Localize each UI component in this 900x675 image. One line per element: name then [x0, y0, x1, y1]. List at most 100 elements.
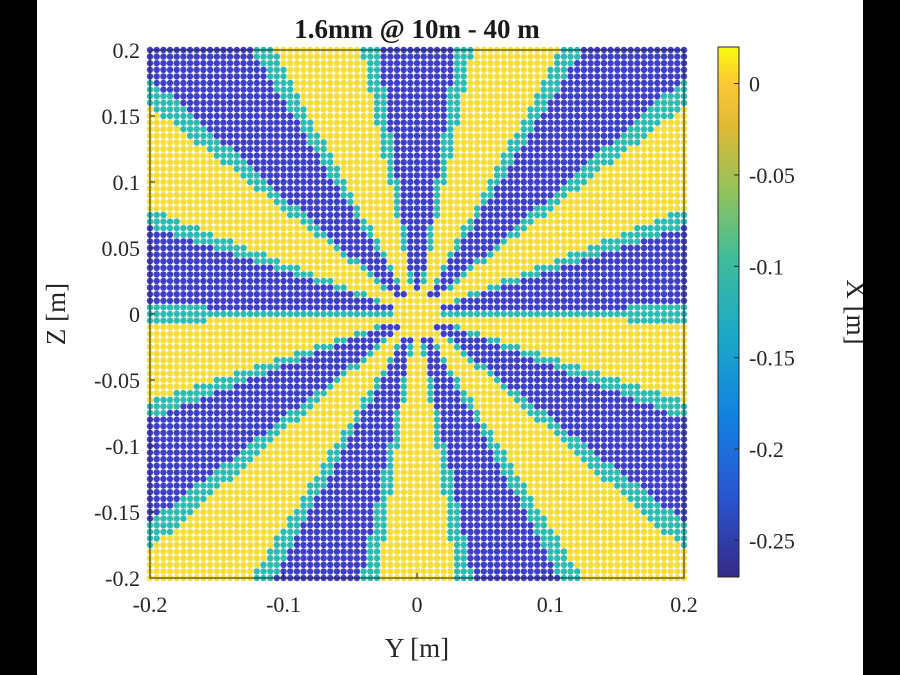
data-point [287, 390, 294, 397]
data-point [413, 403, 421, 410]
data-point [407, 555, 414, 562]
data-point [660, 258, 668, 265]
data-point [327, 508, 334, 516]
data-point [667, 185, 674, 192]
data-point [166, 469, 174, 476]
data-point [260, 178, 267, 186]
data-point [353, 363, 361, 370]
data-point [554, 264, 561, 271]
data-point [467, 462, 474, 469]
data-point [640, 205, 648, 212]
data-point [173, 462, 180, 469]
data-point [193, 291, 200, 298]
data-point [233, 462, 240, 469]
data-point [447, 198, 454, 205]
data-point [480, 462, 487, 469]
data-point [420, 337, 427, 344]
data-point [513, 522, 521, 529]
data-point [660, 370, 668, 377]
data-point [620, 258, 628, 265]
data-point [280, 416, 287, 423]
data-point [320, 469, 327, 476]
data-point [287, 343, 294, 351]
data-point [153, 284, 160, 291]
data-point [554, 310, 561, 318]
data-point [287, 469, 294, 476]
data-point [640, 225, 648, 232]
data-point [233, 310, 240, 318]
data-point [347, 271, 354, 278]
data-point [520, 357, 527, 364]
data-point [180, 337, 187, 344]
data-point [246, 258, 254, 265]
data-point [320, 185, 327, 192]
data-point [360, 238, 367, 245]
data-point [520, 251, 527, 258]
data-point [433, 409, 441, 417]
data-point [267, 218, 274, 225]
data-point [260, 343, 267, 351]
data-point [347, 172, 354, 179]
data-point [280, 409, 287, 417]
data-point [186, 423, 194, 430]
data-point [620, 541, 628, 549]
data-point [260, 456, 267, 463]
data-point [460, 251, 467, 258]
data-point [620, 429, 628, 436]
data-point [380, 284, 387, 291]
data-point [513, 429, 521, 436]
data-point [433, 390, 441, 397]
data-point [567, 489, 574, 496]
data-point [200, 178, 207, 186]
data-point [554, 489, 561, 496]
data-point [587, 251, 594, 258]
data-point [674, 469, 681, 476]
data-point [186, 178, 194, 186]
data-point [674, 178, 681, 186]
data-point [353, 225, 361, 232]
data-point [447, 284, 454, 291]
data-point [567, 337, 574, 344]
data-point [267, 475, 274, 483]
data-point [560, 515, 568, 522]
data-point [433, 495, 441, 502]
data-point [287, 225, 294, 232]
data-point [654, 218, 661, 225]
data-point [280, 198, 287, 205]
data-point [520, 363, 527, 370]
data-point [246, 568, 254, 575]
data-point [373, 475, 381, 483]
data-point [427, 376, 434, 384]
data-point [473, 423, 481, 430]
data-point [487, 456, 494, 463]
data-point [300, 548, 307, 555]
data-point [173, 429, 180, 436]
data-point [347, 429, 354, 436]
data-point [333, 238, 341, 245]
data-point [166, 535, 174, 542]
data-point [246, 528, 254, 535]
data-point [253, 304, 260, 311]
data-point [226, 231, 234, 238]
data-point [493, 442, 501, 450]
data-point [627, 436, 634, 443]
data-point [640, 264, 648, 271]
data-point [580, 462, 588, 469]
data-point [260, 238, 267, 245]
data-point [574, 429, 581, 436]
data-point [574, 475, 581, 483]
data-point [614, 185, 621, 192]
data-point [233, 205, 240, 212]
data-point [660, 238, 668, 245]
data-point [513, 238, 521, 245]
data-point [433, 205, 441, 212]
data-point [574, 297, 581, 304]
data-point [447, 390, 454, 397]
data-point [500, 363, 507, 370]
data-point [307, 416, 314, 423]
data-point [287, 482, 294, 489]
data-point [313, 475, 321, 483]
data-point [367, 541, 374, 549]
data-point [640, 409, 648, 417]
data-point [407, 317, 414, 324]
